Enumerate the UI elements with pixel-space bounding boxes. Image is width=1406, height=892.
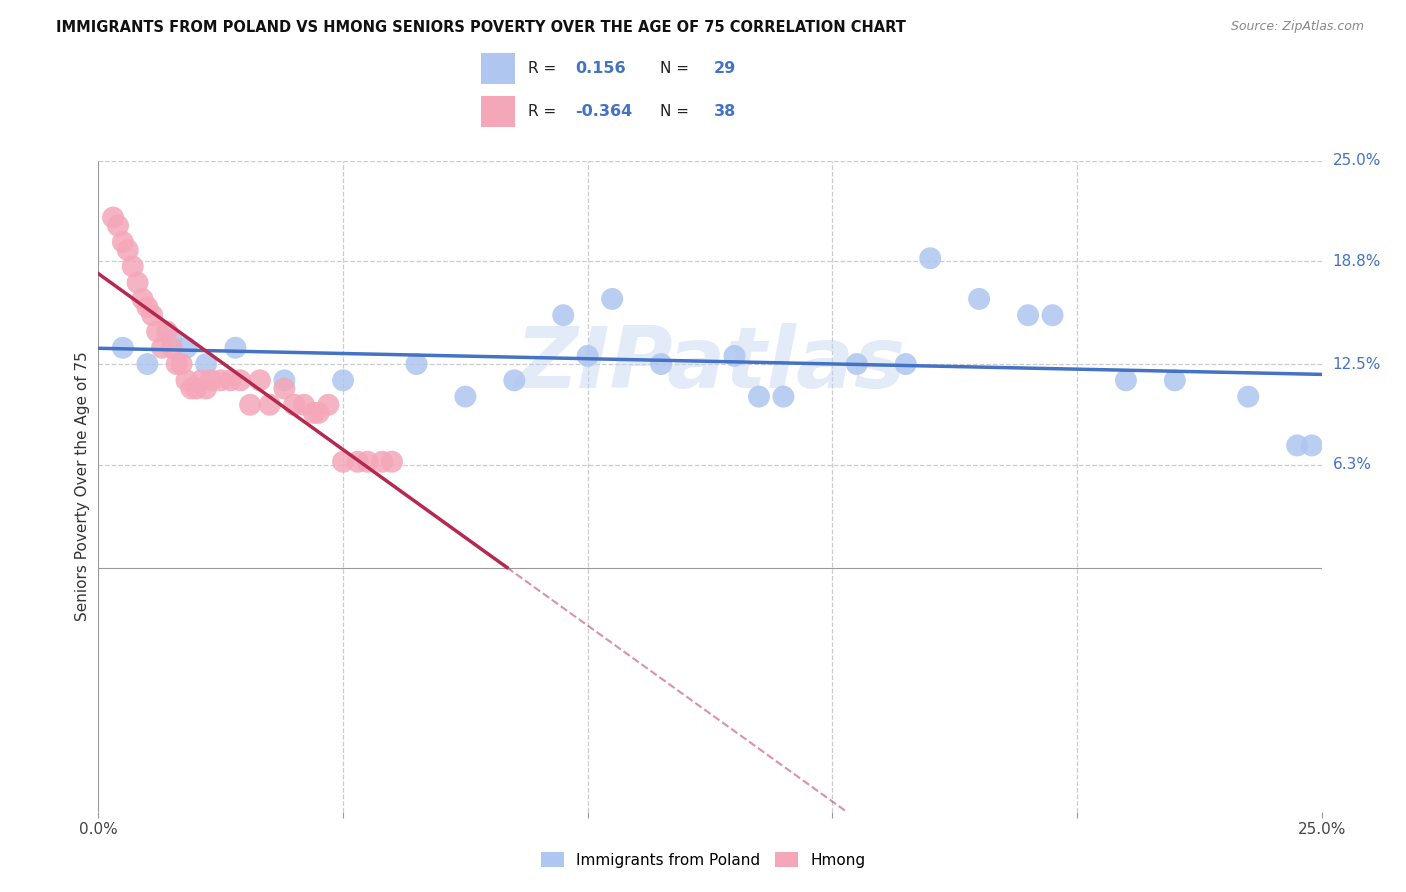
Point (176, 341, 198, 355)
Point (150, 341, 173, 355)
Point (600, 292, 623, 306)
Text: 12.5%: 12.5% (1333, 357, 1381, 372)
Text: 0.156: 0.156 (575, 61, 626, 76)
Point (195, 382, 218, 396)
Point (249, 373, 271, 387)
Point (332, 373, 354, 387)
Text: -0.364: -0.364 (575, 104, 633, 119)
Point (146, 325, 169, 339)
Text: 29: 29 (714, 61, 737, 76)
Point (308, 406, 330, 420)
Point (121, 260, 143, 274)
Point (186, 382, 208, 396)
Point (356, 455, 378, 469)
Point (650, 357, 672, 371)
Point (160, 333, 183, 347)
Point (1164, 373, 1187, 387)
Point (283, 398, 305, 412)
Point (239, 398, 262, 412)
Point (920, 252, 942, 266)
Y-axis label: Seniors Poverty Over the Age of 75: Seniors Poverty Over the Age of 75 (75, 351, 90, 621)
Point (1286, 438, 1309, 452)
Point (1237, 390, 1260, 404)
Point (160, 341, 183, 355)
Point (1115, 373, 1137, 387)
Point (127, 276, 149, 290)
Point (180, 382, 202, 396)
Point (576, 349, 599, 363)
Point (229, 373, 252, 387)
Text: R =: R = (529, 61, 561, 76)
Point (209, 373, 232, 387)
Point (1301, 438, 1323, 452)
Point (259, 398, 281, 412)
Text: R =: R = (529, 104, 561, 119)
FancyBboxPatch shape (481, 53, 515, 84)
Point (273, 382, 295, 396)
Point (1042, 308, 1064, 322)
Point (318, 398, 340, 412)
Point (156, 325, 179, 339)
Point (170, 357, 193, 371)
Point (273, 373, 295, 387)
Point (117, 243, 139, 257)
Point (503, 373, 526, 387)
Point (136, 357, 159, 371)
Text: N =: N = (659, 61, 693, 76)
Point (405, 357, 427, 371)
Point (166, 357, 188, 371)
Point (748, 390, 770, 404)
Point (101, 211, 124, 225)
Text: Source: ZipAtlas.com: Source: ZipAtlas.com (1230, 20, 1364, 33)
Point (141, 308, 163, 322)
Text: ZIPatlas: ZIPatlas (515, 323, 905, 406)
Point (346, 455, 368, 469)
Point (219, 373, 242, 387)
Point (371, 455, 394, 469)
Point (176, 373, 198, 387)
Point (381, 455, 404, 469)
Point (553, 308, 575, 322)
Point (131, 292, 153, 306)
FancyBboxPatch shape (481, 96, 515, 127)
Point (894, 357, 917, 371)
Point (195, 357, 218, 371)
Point (723, 349, 745, 363)
Point (845, 357, 868, 371)
Text: IMMIGRANTS FROM POLAND VS HMONG SENIORS POVERTY OVER THE AGE OF 75 CORRELATION C: IMMIGRANTS FROM POLAND VS HMONG SENIORS … (56, 20, 905, 35)
Text: 25.0%: 25.0% (1333, 153, 1381, 168)
Point (136, 300, 159, 314)
Point (111, 341, 134, 355)
Point (967, 292, 990, 306)
Text: 6.3%: 6.3% (1333, 458, 1372, 473)
Text: 38: 38 (714, 104, 737, 119)
Point (302, 406, 325, 420)
Point (454, 390, 477, 404)
Point (111, 235, 134, 249)
Point (772, 390, 794, 404)
Point (292, 398, 315, 412)
Text: 18.8%: 18.8% (1333, 254, 1381, 269)
Point (224, 341, 246, 355)
Point (332, 455, 354, 469)
Point (1017, 308, 1039, 322)
Text: N =: N = (659, 104, 693, 119)
Point (190, 373, 212, 387)
Point (107, 219, 129, 233)
Point (200, 373, 222, 387)
Legend: Immigrants from Poland, Hmong: Immigrants from Poland, Hmong (533, 844, 873, 875)
